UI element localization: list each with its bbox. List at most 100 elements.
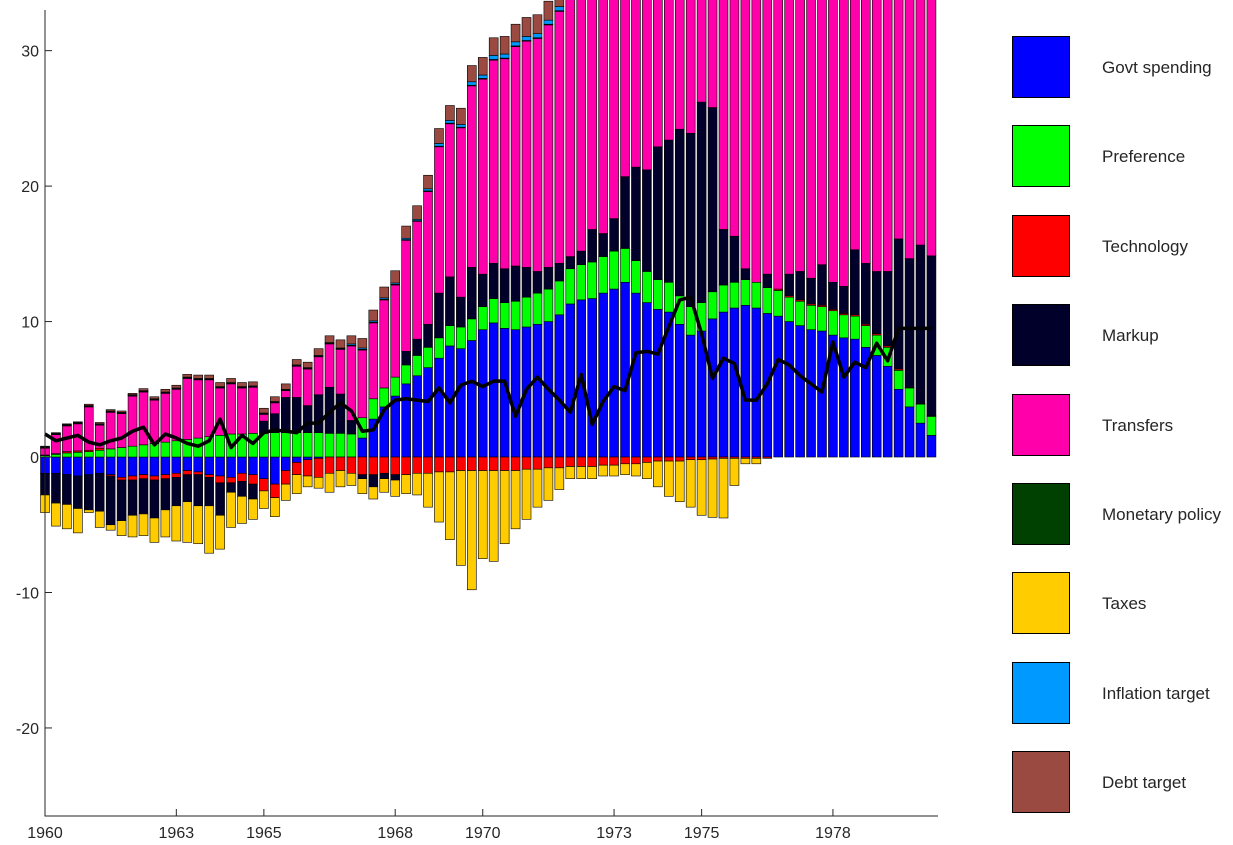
- bar-transfers: [543, 24, 554, 268]
- bar-technology: [193, 471, 203, 475]
- bar-markup: [893, 238, 904, 370]
- bar-markup: [817, 264, 827, 306]
- bar-preference: [510, 300, 521, 330]
- bar-technology: [642, 456, 652, 463]
- bar-technology: [445, 456, 455, 473]
- bar-preference: [860, 325, 871, 348]
- bar-inflation-target: [434, 143, 444, 147]
- bar-preference: [554, 280, 565, 316]
- bar-preference: [412, 355, 422, 377]
- y-tick-label: 20: [21, 179, 39, 196]
- bar-markup: [160, 478, 171, 511]
- bar-markup: [696, 101, 707, 303]
- bar-markup: [193, 474, 203, 507]
- bars-group: [40, 0, 937, 591]
- bar-technology: [171, 472, 182, 478]
- bar-transfers: [226, 383, 236, 435]
- bar-debt-target: [335, 339, 346, 349]
- bar-debt-target: [62, 423, 72, 425]
- bar-markup: [62, 474, 72, 505]
- bar-govt-spending: [94, 456, 105, 474]
- bar-govt-spending: [477, 329, 488, 458]
- bar-govt-spending: [773, 315, 784, 458]
- bar-markup: [663, 139, 674, 283]
- bar-debt-target: [532, 14, 543, 34]
- bar-preference: [850, 315, 860, 340]
- legend-item: Inflation target: [1000, 656, 1230, 724]
- bar-debt-target: [357, 338, 368, 349]
- bar-govt-spending: [412, 375, 422, 458]
- bar-taxes: [488, 470, 499, 562]
- y-tick-label: -20: [16, 721, 39, 738]
- bar-preference: [467, 318, 477, 341]
- bar-transfers: [828, 0, 838, 283]
- bar-markup: [335, 393, 346, 434]
- bar-transfers: [138, 391, 149, 446]
- bar-preference: [904, 387, 915, 408]
- bar-taxes: [259, 490, 269, 509]
- bar-markup: [280, 397, 291, 433]
- bar-technology: [335, 456, 346, 471]
- bar-debt-target: [226, 378, 236, 383]
- bar-debt-target: [237, 382, 247, 387]
- legend-swatch: [1012, 661, 1070, 724]
- bar-taxes: [368, 486, 379, 500]
- bar-taxes: [390, 479, 400, 497]
- legend-item: Markup: [1000, 298, 1230, 367]
- bar-taxes: [149, 517, 160, 543]
- bar-markup: [456, 296, 466, 328]
- bar-debt-target: [488, 37, 499, 56]
- bar-technology: [127, 475, 138, 481]
- bar-technology: [762, 456, 773, 459]
- bar-technology: [477, 456, 488, 471]
- bar-taxes: [609, 464, 619, 477]
- bar-markup: [620, 176, 630, 249]
- bar-technology: [663, 456, 674, 462]
- bar-preference: [751, 281, 762, 309]
- legend-label: Govt spending: [1102, 58, 1212, 77]
- bar-govt-spending: [237, 456, 247, 474]
- bar-preference: [94, 449, 105, 458]
- bar-markup: [379, 472, 390, 479]
- bar-transfers: [401, 239, 411, 352]
- bar-preference: [105, 448, 116, 458]
- bar-govt-spending: [182, 456, 193, 471]
- bar-govt-spending: [270, 456, 280, 485]
- bar-transfers: [313, 356, 324, 396]
- bar-technology: [291, 462, 302, 475]
- bar-preference: [477, 306, 488, 330]
- bar-transfers: [510, 46, 521, 267]
- bar-taxes: [674, 460, 685, 503]
- bar-markup: [882, 271, 893, 347]
- bar-markup: [138, 478, 149, 515]
- bar-debt-target: [270, 396, 280, 402]
- bar-govt-spending: [204, 456, 214, 475]
- bar-preference: [740, 279, 751, 306]
- bar-debt-target: [477, 57, 488, 76]
- bar-govt-spending: [62, 456, 72, 475]
- bar-taxes: [171, 505, 182, 542]
- bar-preference: [401, 364, 411, 385]
- bar-inflation-target: [477, 74, 488, 79]
- bar-govt-spending: [171, 456, 182, 474]
- bar-govt-spending: [105, 456, 116, 475]
- bar-govt-spending: [73, 456, 83, 477]
- legend-swatch: [1012, 572, 1070, 635]
- bar-govt-spending: [598, 292, 608, 458]
- bar-technology: [401, 456, 411, 475]
- bar-technology: [587, 456, 597, 467]
- bar-transfers: [270, 402, 280, 414]
- y-tick-label: 0: [30, 450, 39, 467]
- bar-technology: [532, 456, 543, 470]
- bar-transfers: [237, 387, 247, 435]
- bar-preference: [127, 445, 138, 458]
- bar-technology: [674, 456, 685, 462]
- bar-preference: [335, 433, 346, 458]
- bar-markup: [598, 233, 608, 257]
- bar-taxes: [302, 475, 313, 488]
- bar-taxes: [532, 468, 543, 508]
- bar-preference: [663, 281, 674, 313]
- bar-preference: [160, 441, 171, 458]
- bar-technology: [565, 456, 576, 467]
- bar-preference: [423, 346, 433, 368]
